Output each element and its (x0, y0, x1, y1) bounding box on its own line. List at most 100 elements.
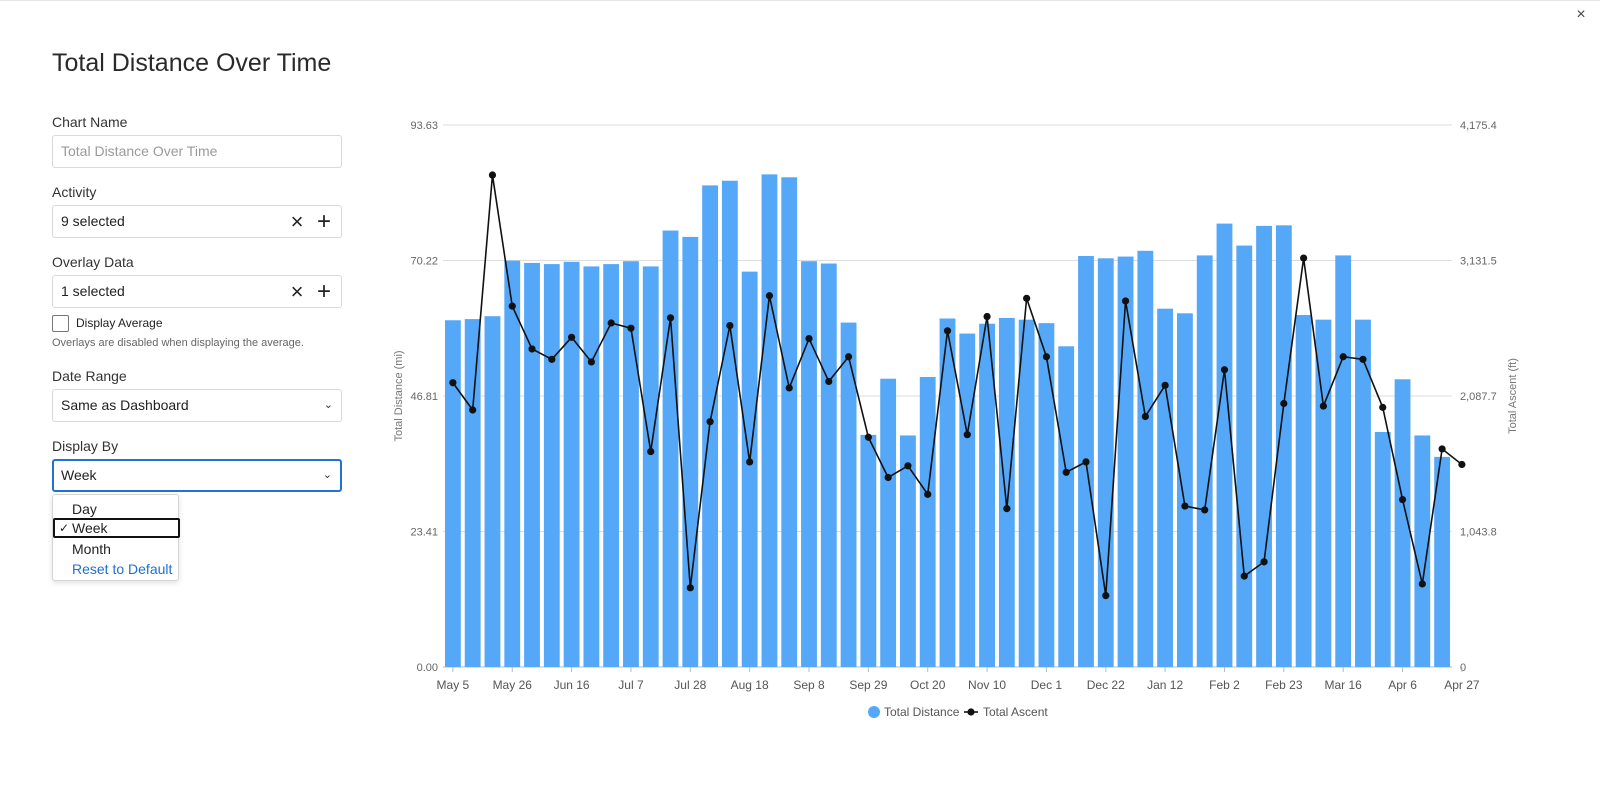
ascent-point (508, 302, 516, 310)
reset-to-default-link[interactable]: Reset to Default (72, 561, 173, 577)
top-divider (0, 0, 1600, 1)
x-tick-label: Jun 16 (554, 678, 590, 692)
option-month[interactable]: Month (72, 541, 111, 557)
y-tick-label: 0.00 (417, 662, 438, 674)
x-tick-label: Apr 27 (1444, 678, 1480, 692)
bar (1018, 319, 1035, 667)
y2-tick-label: 2,087.7 (1460, 391, 1497, 403)
ascent-point (825, 377, 833, 386)
display-average-label: Display Average (76, 316, 163, 330)
y-tick-label: 46.81 (410, 391, 438, 403)
ascent-point (924, 490, 932, 498)
x-tick-label: May 26 (493, 678, 533, 692)
ascent-point (726, 322, 734, 330)
bar (603, 264, 620, 667)
overlay-data-label: Overlay Data (52, 254, 134, 270)
ascent-point (1161, 381, 1169, 389)
ascent-point (884, 473, 892, 482)
ascent-point (1280, 399, 1288, 408)
ascent-point (686, 584, 694, 592)
x-tick-label: Mar 16 (1325, 678, 1363, 692)
x-tick-label: Sep 8 (793, 678, 825, 692)
date-range-select[interactable]: Same as Dashboard ⌄ (52, 389, 342, 422)
x-tick-label: Jul 7 (618, 678, 644, 692)
ascent-point (1300, 254, 1308, 262)
bar (583, 266, 600, 667)
overlay-data-value: 1 selected (61, 283, 125, 299)
x-tick-label: Jan 12 (1147, 678, 1183, 692)
bar (1117, 256, 1134, 667)
x-tick-label: Feb 2 (1209, 678, 1240, 692)
y2-tick-label: 4,175.4 (1460, 120, 1497, 132)
bar (1097, 258, 1114, 667)
bar (484, 316, 501, 667)
option-week-label: Week (72, 520, 108, 536)
option-week[interactable]: ✓ Week (53, 518, 180, 538)
ascent-point (864, 433, 872, 441)
bar (1196, 255, 1213, 667)
ascent-point (904, 462, 912, 470)
x-tick-label: Jul 28 (674, 678, 706, 692)
bar (543, 264, 560, 667)
ascent-point (1102, 592, 1110, 600)
ascent-point (844, 353, 853, 361)
bar (1434, 456, 1451, 667)
bar (1236, 245, 1253, 667)
clear-overlay-icon[interactable]: × (290, 279, 304, 304)
ascent-point (548, 355, 556, 363)
activity-select[interactable]: 9 selected × + (52, 205, 342, 238)
overlay-hint: Overlays are disabled when displaying th… (52, 337, 304, 349)
display-by-label: Display By (52, 438, 119, 454)
ascent-point (666, 314, 675, 322)
y-tick-label: 93.63 (410, 120, 438, 132)
bar (939, 318, 956, 667)
date-range-value: Same as Dashboard (61, 397, 189, 413)
bar (979, 323, 995, 667)
add-overlay-icon[interactable]: + (316, 278, 331, 305)
bar (761, 174, 778, 667)
add-activity-icon[interactable]: + (316, 208, 331, 235)
overlay-data-select[interactable]: 1 selected × + (52, 275, 342, 308)
chart-name-input[interactable]: Total Distance Over Time (52, 135, 342, 168)
ascent-point (1141, 412, 1149, 421)
ascent-point (983, 312, 991, 321)
bar (781, 177, 798, 667)
close-icon[interactable]: × (1576, 6, 1586, 23)
ascent-point (1359, 355, 1367, 363)
bar (444, 320, 461, 667)
ascent-point (1003, 505, 1011, 513)
clear-activity-icon[interactable]: × (290, 209, 304, 234)
bar (1038, 323, 1055, 667)
bar (741, 271, 758, 667)
legend-distance-swatch (868, 706, 880, 718)
y-tick-label: 70.22 (410, 256, 438, 268)
option-day[interactable]: Day (72, 501, 97, 517)
bar (1374, 431, 1391, 667)
display-by-value: Week (61, 467, 97, 483)
x-tick-label: Oct 20 (910, 678, 946, 692)
bar (919, 376, 936, 667)
bar (524, 262, 540, 667)
x-tick-label: Sep 29 (849, 678, 887, 692)
bar (1414, 435, 1431, 667)
x-tick-label: Dec 1 (1031, 678, 1063, 692)
bar (464, 319, 481, 667)
ascent-point (746, 458, 754, 466)
x-tick-label: Feb 23 (1265, 678, 1303, 692)
bar (860, 434, 877, 667)
bar (1176, 313, 1193, 667)
ascent-point (1398, 495, 1407, 504)
bar (1315, 319, 1332, 667)
distance-chart: 0.00 0 23.41 1,043.8 46.81 2,087.7 70.22 3,131.… (393, 120, 1519, 719)
ascent-point (1042, 353, 1051, 361)
display-average-checkbox[interactable] (52, 315, 69, 332)
bar (1157, 308, 1174, 667)
activity-value: 9 selected (61, 213, 125, 229)
page-title: Total Distance Over Time (52, 49, 332, 77)
display-by-select[interactable]: Week ⌄ (52, 459, 342, 492)
ascent-point (1339, 353, 1347, 361)
ascent-point (1458, 460, 1466, 469)
ascent-point (1181, 502, 1189, 510)
x-tick-label: May 5 (437, 678, 470, 692)
bar (721, 180, 738, 667)
